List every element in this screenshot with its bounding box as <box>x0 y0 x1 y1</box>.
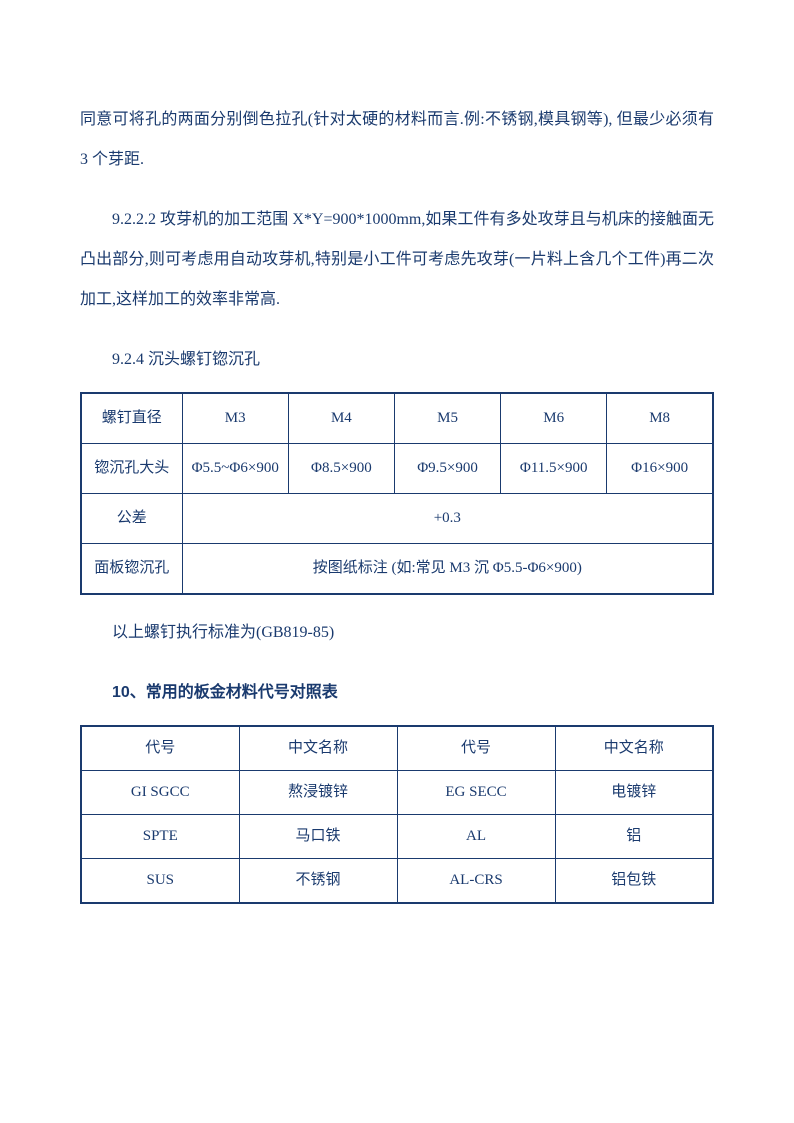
table-cell-merged: +0.3 <box>182 494 713 544</box>
table-cell: M4 <box>288 393 394 444</box>
table-cell: M5 <box>394 393 500 444</box>
table-cell: 熬浸镀锌 <box>239 771 397 815</box>
table-header-cell: 中文名称 <box>555 726 713 771</box>
table-cell-merged: 按图纸标注 (如:常见 M3 沉 Φ5.5-Φ6×900) <box>182 544 713 595</box>
table-header-cell: 代号 <box>397 726 555 771</box>
table-cell: 马口铁 <box>239 815 397 859</box>
table-cell: 锪沉孔大头 <box>81 444 182 494</box>
table-cell: Φ9.5×900 <box>394 444 500 494</box>
table-row: SPTE 马口铁 AL 铝 <box>81 815 713 859</box>
table-header-cell: 代号 <box>81 726 239 771</box>
table-cell: 铝包铁 <box>555 859 713 904</box>
material-code-table: 代号 中文名称 代号 中文名称 GI SGCC 熬浸镀锌 EG SECC 电镀锌… <box>80 725 714 904</box>
table-cell: 螺钉直径 <box>81 393 182 444</box>
countersink-table: 螺钉直径 M3 M4 M5 M6 M8 锪沉孔大头 Φ5.5~Φ6×900 Φ8… <box>80 392 714 595</box>
table-row: GI SGCC 熬浸镀锌 EG SECC 电镀锌 <box>81 771 713 815</box>
table-cell: 公差 <box>81 494 182 544</box>
table-cell: SUS <box>81 859 239 904</box>
table-cell: EG SECC <box>397 771 555 815</box>
section-heading-924: 9.2.4 沉头螺钉锪沉孔 <box>80 340 714 380</box>
section-heading-10: 10、常用的板金材料代号对照表 <box>80 673 714 713</box>
table-cell: AL <box>397 815 555 859</box>
table-cell: Φ5.5~Φ6×900 <box>182 444 288 494</box>
table-cell: M6 <box>501 393 607 444</box>
paragraph-1: 同意可将孔的两面分别倒色拉孔(针对太硬的材料而言.例:不锈钢,模具钢等), 但最… <box>80 100 714 180</box>
table-row: SUS 不锈钢 AL-CRS 铝包铁 <box>81 859 713 904</box>
table-cell: 面板锪沉孔 <box>81 544 182 595</box>
table-row: 公差 +0.3 <box>81 494 713 544</box>
table-cell: AL-CRS <box>397 859 555 904</box>
table-row: 锪沉孔大头 Φ5.5~Φ6×900 Φ8.5×900 Φ9.5×900 Φ11.… <box>81 444 713 494</box>
note-standard: 以上螺钉执行标准为(GB819-85) <box>80 613 714 653</box>
table-cell: GI SGCC <box>81 771 239 815</box>
table-cell: 铝 <box>555 815 713 859</box>
table-cell: Φ16×900 <box>607 444 713 494</box>
table-cell: M3 <box>182 393 288 444</box>
table-cell: 不锈钢 <box>239 859 397 904</box>
table-cell: 电镀锌 <box>555 771 713 815</box>
table-cell: Φ11.5×900 <box>501 444 607 494</box>
table-header-cell: 中文名称 <box>239 726 397 771</box>
table-row: 代号 中文名称 代号 中文名称 <box>81 726 713 771</box>
paragraph-2: 9.2.2.2 攻芽机的加工范围 X*Y=900*1000mm,如果工件有多处攻… <box>80 200 714 320</box>
table-row: 螺钉直径 M3 M4 M5 M6 M8 <box>81 393 713 444</box>
table-cell: SPTE <box>81 815 239 859</box>
table-cell: M8 <box>607 393 713 444</box>
table-row: 面板锪沉孔 按图纸标注 (如:常见 M3 沉 Φ5.5-Φ6×900) <box>81 544 713 595</box>
table-cell: Φ8.5×900 <box>288 444 394 494</box>
